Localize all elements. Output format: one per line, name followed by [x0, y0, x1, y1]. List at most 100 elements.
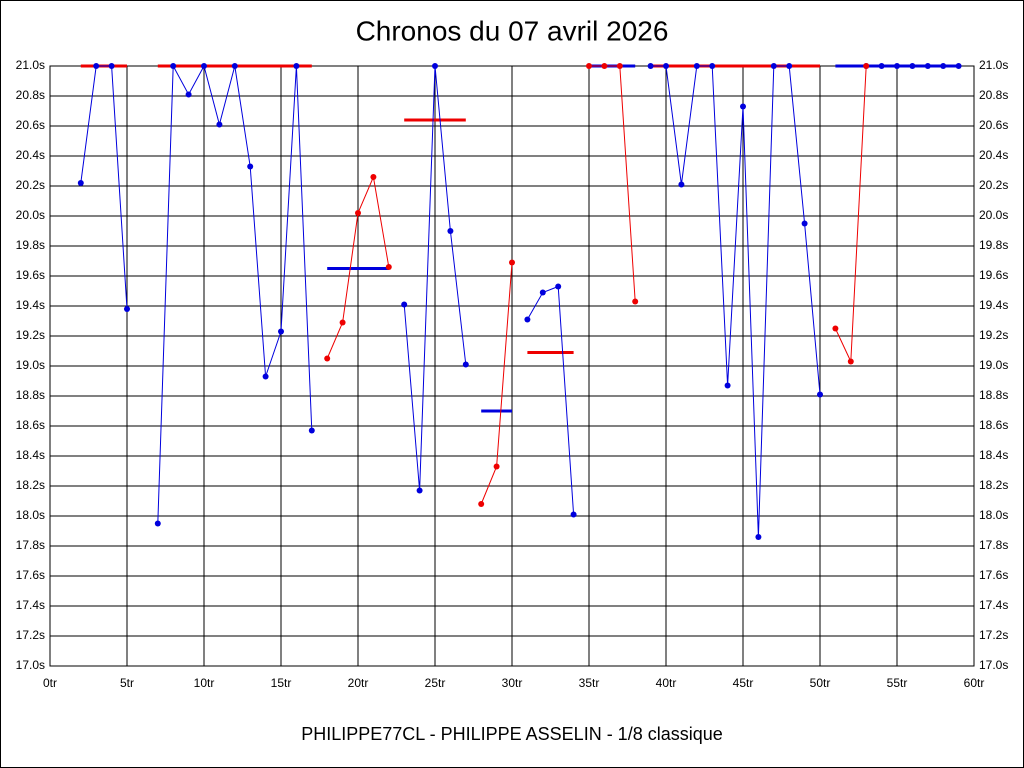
y-tick-label: 18.4s: [16, 448, 45, 462]
y-tick-label-right: 18.4s: [979, 448, 1008, 462]
y-tick-label-right: 18.0s: [979, 508, 1008, 522]
y-tick-label-right: 19.0s: [979, 358, 1008, 372]
point: [170, 63, 177, 69]
x-tick-label: 35tr: [579, 676, 600, 690]
x-tick-label: 10tr: [194, 676, 215, 690]
point: [308, 427, 315, 434]
point: [709, 63, 716, 69]
point: [678, 181, 685, 188]
y-tick-label: 21.0s: [16, 58, 45, 72]
x-tick-label: 5tr: [120, 676, 134, 690]
x-tick-label: 30tr: [502, 676, 523, 690]
y-tick-label: 18.6s: [16, 418, 45, 432]
point: [370, 174, 377, 180]
point: [293, 63, 300, 69]
point: [77, 180, 84, 186]
point: [108, 63, 115, 69]
point: [632, 298, 639, 305]
y-tick-label: 19.8s: [16, 238, 45, 252]
y-tick-label-right: 20.2s: [979, 178, 1008, 192]
point: [909, 63, 916, 69]
point: [616, 63, 623, 69]
point: [401, 301, 408, 308]
y-tick-label-right: 18.8s: [979, 388, 1008, 402]
point: [693, 63, 700, 69]
x-tick-label: 25tr: [425, 676, 446, 690]
chart-title: Chronos du 07 avril 2026: [356, 15, 669, 46]
y-tick-label-right: 17.8s: [979, 538, 1008, 552]
point: [93, 63, 100, 69]
y-tick-label-right: 17.0s: [979, 658, 1008, 672]
point: [539, 289, 546, 296]
point: [847, 358, 854, 365]
y-tick-label-right: 18.6s: [979, 418, 1008, 432]
y-tick-label: 20.2s: [16, 178, 45, 192]
point: [493, 463, 500, 470]
point: [755, 534, 762, 540]
y-tick-label-right: 19.8s: [979, 238, 1008, 252]
point: [555, 283, 562, 290]
point: [278, 328, 284, 335]
point: [601, 63, 608, 69]
point: [509, 259, 515, 266]
y-tick-label-right: 20.4s: [979, 148, 1008, 162]
point: [247, 163, 254, 170]
point: [478, 501, 485, 507]
y-tick-label-right: 20.6s: [979, 118, 1008, 132]
y-tick-label: 20.8s: [16, 88, 45, 102]
x-tick-label: 20tr: [348, 676, 369, 690]
y-tick-label: 19.6s: [16, 268, 45, 282]
y-tick-label: 17.4s: [16, 598, 45, 612]
point: [447, 228, 454, 234]
y-tick-label-right: 21.0s: [979, 58, 1008, 72]
y-tick-label: 18.0s: [16, 508, 45, 522]
x-tick-label: 45tr: [733, 676, 754, 690]
point: [740, 103, 746, 110]
point: [801, 220, 808, 227]
y-tick-label-right: 19.6s: [979, 268, 1008, 282]
point: [940, 63, 947, 69]
y-tick-label: 20.6s: [16, 118, 45, 132]
y-tick-label-right: 20.8s: [979, 88, 1008, 102]
point: [339, 319, 346, 326]
point: [201, 63, 207, 69]
point: [462, 361, 469, 368]
y-tick-label: 17.0s: [16, 658, 45, 672]
point: [863, 63, 870, 69]
y-tick-label-right: 20.0s: [979, 208, 1008, 222]
y-tick-label-right: 17.6s: [979, 568, 1008, 582]
y-tick-label: 18.8s: [16, 388, 45, 402]
point: [154, 520, 161, 527]
footer: PHILIPPE77CL - PHILIPPE ASSELIN - 1/8 cl…: [301, 724, 723, 744]
x-tick-label: 50tr: [810, 676, 831, 690]
point: [432, 63, 438, 69]
point: [786, 63, 793, 69]
point: [262, 373, 269, 380]
x-tick-label: 0tr: [43, 676, 57, 690]
point: [231, 63, 238, 69]
point: [955, 63, 962, 69]
point: [924, 63, 931, 69]
y-tick-label: 19.4s: [16, 298, 45, 312]
y-tick-label-right: 17.4s: [979, 598, 1008, 612]
point: [770, 63, 777, 69]
y-tick-label-right: 19.4s: [979, 298, 1008, 312]
point: [570, 511, 577, 518]
point: [817, 391, 823, 398]
y-tick-label-right: 18.2s: [979, 478, 1008, 492]
y-tick-label: 17.2s: [16, 628, 45, 642]
y-tick-label-right: 19.2s: [979, 328, 1008, 342]
point: [586, 63, 592, 69]
point: [878, 63, 885, 69]
point: [647, 63, 654, 69]
y-tick-label: 18.2s: [16, 478, 45, 492]
point: [894, 63, 900, 69]
x-tick-label: 55tr: [887, 676, 908, 690]
point: [524, 316, 531, 323]
point: [832, 325, 839, 332]
y-tick-label: 20.0s: [16, 208, 45, 222]
y-tick-label: 20.4s: [16, 148, 45, 162]
y-tick-label: 19.0s: [16, 358, 45, 372]
point: [216, 121, 223, 128]
